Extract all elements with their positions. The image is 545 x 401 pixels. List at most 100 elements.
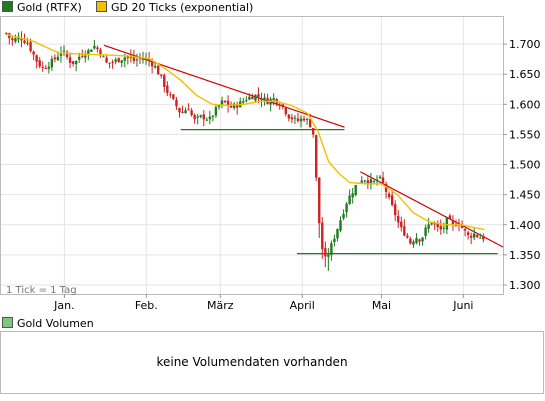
candle-body: [324, 248, 327, 257]
candle-body: [390, 195, 394, 206]
legend-volume-swatch: [2, 317, 13, 328]
candlestick: [114, 57, 117, 65]
candlestick: [202, 110, 205, 127]
candlestick: [181, 105, 184, 114]
candlestick: [74, 60, 78, 72]
candle-body: [135, 59, 139, 61]
x-tick-label: Feb.: [135, 299, 158, 312]
candle-body: [384, 183, 388, 192]
candle-body: [163, 75, 166, 87]
candle-body: [287, 114, 291, 119]
candle-body: [205, 119, 209, 121]
candle-body: [32, 51, 35, 55]
candlestick: [308, 113, 312, 128]
candlestick: [339, 216, 342, 233]
candlestick: [327, 248, 330, 271]
candlestick: [32, 50, 35, 61]
ema-20-line: [6, 33, 485, 231]
candle-body: [372, 181, 376, 183]
candlestick: [184, 107, 187, 114]
candlestick: [469, 232, 473, 245]
candlestick: [330, 240, 333, 261]
candle-body: [242, 101, 245, 103]
y-tick-label: 1.400: [509, 219, 541, 232]
candlestick: [424, 224, 427, 240]
candle-body: [272, 98, 275, 101]
x-axis-ticks: Jan. Feb. März April Mai Juni: [53, 294, 473, 312]
candle-body: [424, 227, 427, 236]
candlestick: [62, 45, 66, 56]
candle-body: [290, 117, 294, 120]
candle-body: [99, 49, 102, 56]
candlestick: [336, 228, 339, 242]
legend-volume: Gold Volumen: [2, 317, 94, 330]
candlestick: [260, 92, 263, 108]
candle-body: [248, 96, 251, 100]
candle-body: [476, 234, 479, 237]
candlesticks: [5, 31, 485, 271]
candle-body: [53, 57, 57, 60]
candle-body: [293, 117, 297, 119]
candlestick: [44, 64, 47, 70]
candle-body: [296, 118, 300, 121]
price-panel-frame: [0, 16, 504, 295]
candle-body: [141, 58, 145, 60]
candlestick: [175, 96, 178, 110]
candle-body: [245, 100, 248, 102]
candlestick: [321, 216, 324, 259]
candle-body: [308, 119, 312, 128]
candle-body: [354, 185, 357, 196]
candle-body: [232, 103, 236, 109]
candlestick: [439, 219, 442, 235]
y-tick-label: 1.600: [509, 98, 541, 111]
candlestick: [14, 34, 17, 44]
candle-body: [114, 59, 117, 62]
candle-body: [14, 38, 17, 42]
candlestick: [96, 45, 99, 53]
candle-body: [433, 222, 436, 225]
candle-body: [196, 116, 199, 118]
candlestick: [436, 220, 439, 232]
candle-body: [169, 94, 172, 96]
candle-body: [138, 57, 142, 59]
candlestick: [120, 60, 123, 68]
candle-body: [315, 135, 318, 178]
candlestick: [302, 115, 306, 122]
candle-body: [397, 215, 400, 223]
candlestick: [169, 91, 172, 98]
candle-body: [126, 55, 130, 58]
candlestick: [105, 54, 108, 64]
candlestick: [351, 187, 354, 204]
y-axis-ticks: 1.700 1.650 1.600 1.550 1.500 1.450 1.400 1.350…: [503, 38, 541, 292]
candlestick: [482, 233, 485, 243]
candlestick: [257, 87, 260, 104]
candlestick: [138, 53, 142, 65]
candlestick: [430, 222, 433, 226]
candle-body: [311, 127, 315, 135]
candlestick: [369, 172, 373, 190]
candle-body: [336, 229, 339, 239]
candle-body: [281, 104, 284, 107]
candle-body: [403, 226, 406, 236]
candlestick: [68, 52, 72, 69]
candle-body: [178, 107, 181, 113]
candlestick: [427, 217, 430, 233]
candlestick: [223, 100, 227, 104]
candlestick: [41, 61, 44, 72]
candlestick: [226, 95, 230, 113]
x-tick-label: April: [290, 299, 315, 312]
candlestick: [324, 241, 327, 268]
candle-body: [62, 50, 66, 52]
candlestick: [193, 113, 196, 124]
candlestick: [190, 107, 193, 117]
candlestick: [220, 96, 224, 109]
candle-body: [257, 94, 260, 97]
y-tick-label: 1.300: [509, 279, 541, 292]
candle-body: [190, 110, 193, 116]
candle-body: [448, 215, 452, 220]
x-tick-label: Jan.: [53, 299, 74, 312]
y-tick-label: 1.500: [509, 159, 541, 172]
candlestick: [272, 93, 275, 106]
candle-body: [38, 60, 41, 67]
candle-body: [41, 66, 44, 68]
